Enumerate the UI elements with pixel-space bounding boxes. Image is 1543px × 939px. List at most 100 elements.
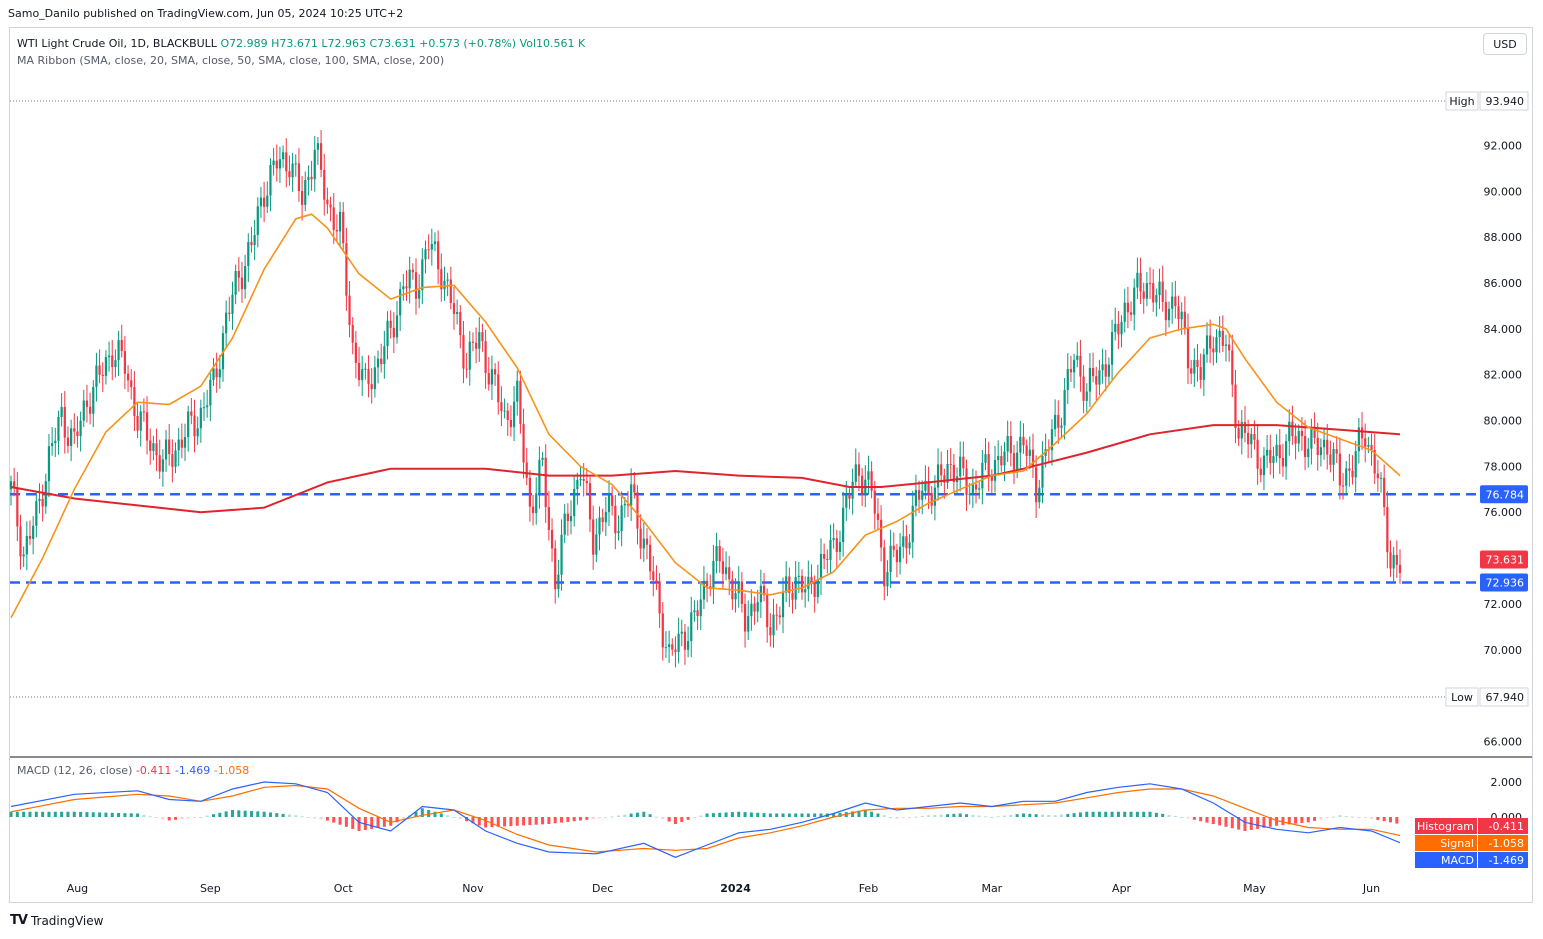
tradingview-logo-icon: TV — [10, 913, 28, 928]
candle-body — [838, 542, 842, 552]
candle-body — [962, 456, 965, 469]
histogram-bar — [522, 817, 526, 826]
candle-body — [927, 481, 930, 494]
candle-body — [1303, 436, 1307, 458]
candle-body — [519, 380, 522, 425]
macd-title: MACD (12, 26, close) — [17, 764, 133, 777]
histogram-bar — [895, 817, 899, 819]
candle-body — [1114, 323, 1117, 333]
candle-body — [215, 368, 218, 378]
histogram-bar — [376, 817, 380, 828]
candle-body — [1395, 554, 1398, 565]
candle-body — [1231, 350, 1234, 385]
candle-body — [16, 487, 19, 527]
histogram-bar — [806, 813, 810, 817]
histogram-bar — [908, 817, 912, 818]
x-tick-label: Jun — [1362, 882, 1380, 895]
histogram-bar — [686, 817, 690, 820]
candle-body — [579, 479, 582, 481]
candle-body — [506, 410, 509, 420]
histogram-bar — [123, 813, 127, 817]
histogram-bar — [414, 811, 418, 817]
candle-body — [304, 180, 307, 205]
candle-body — [1133, 287, 1136, 315]
candle-body — [557, 574, 560, 590]
candle-body — [1348, 468, 1351, 471]
candle-body — [870, 471, 873, 491]
macd-label-value-box — [1478, 852, 1528, 868]
candle-body — [620, 505, 623, 532]
histogram-bar — [1148, 811, 1152, 817]
candle-body — [9, 481, 13, 490]
candle-body — [111, 355, 114, 367]
candle-body — [218, 369, 221, 378]
candle-body — [174, 450, 177, 467]
high-value-box — [1479, 91, 1529, 111]
candle-body — [395, 315, 399, 338]
candle-body — [357, 362, 361, 381]
histogram-bar — [262, 811, 266, 817]
candle-body — [76, 431, 79, 437]
histogram-bar — [509, 817, 513, 827]
histogram-bar — [193, 817, 197, 818]
histogram-bar — [1028, 813, 1032, 817]
candle-body — [266, 195, 269, 207]
candle-body — [193, 415, 196, 437]
candle-body — [715, 546, 718, 561]
currency-button[interactable]: USD — [1483, 33, 1527, 55]
candle-body — [399, 289, 402, 316]
candle-body — [1386, 507, 1389, 553]
histogram-bar — [1110, 811, 1114, 817]
candle-body — [1360, 427, 1364, 439]
candle-body — [845, 494, 848, 508]
histogram-bar — [743, 812, 747, 817]
macd-legend-value-1: -0.411 — [135, 764, 172, 777]
candle-body — [1129, 312, 1133, 315]
candle-body — [946, 464, 949, 483]
histogram-bar — [984, 816, 988, 818]
x-tick-label: Feb — [859, 882, 878, 895]
tradingview-brand[interactable]: TV TradingView — [10, 913, 103, 928]
histogram-bar — [439, 813, 443, 817]
candle-body — [1300, 430, 1304, 437]
histogram-bar — [534, 817, 538, 825]
candle-body — [117, 340, 120, 361]
candle-body — [373, 367, 376, 389]
histogram-bar — [857, 810, 861, 817]
macd-legend[interactable]: MACD (12, 26, close) -0.411 -1.469 -1.05… — [17, 764, 249, 777]
candle-body — [664, 647, 668, 649]
candle-body — [747, 616, 750, 632]
ma-ribbon-label[interactable]: MA Ribbon (SMA, close, 20, SMA, close, 5… — [17, 54, 445, 67]
candle-body — [133, 387, 136, 416]
candle-body — [775, 614, 778, 616]
candle-body — [1209, 335, 1212, 349]
candle-body — [63, 406, 66, 438]
candle-body — [1171, 296, 1174, 309]
candle-body — [1367, 445, 1370, 447]
histogram-bar — [401, 817, 405, 819]
candle-body — [535, 493, 538, 514]
candle-body — [294, 163, 297, 165]
x-tick-label: Dec — [592, 882, 613, 895]
candle-body — [32, 525, 35, 539]
histogram-bar — [199, 817, 203, 818]
candle-body — [652, 571, 655, 581]
candle-body — [1038, 487, 1041, 503]
histogram-bar — [28, 811, 32, 817]
candle-body — [13, 481, 16, 488]
x-tick-label: Mar — [981, 882, 1002, 895]
candle-body — [1322, 439, 1326, 448]
histogram-bar — [819, 813, 823, 817]
candle-body — [857, 464, 861, 476]
histogram-bar — [718, 812, 722, 817]
candle-body — [677, 633, 680, 652]
histogram-bar — [965, 814, 969, 817]
histogram-bar — [705, 813, 709, 817]
candle-body — [25, 535, 28, 555]
histogram-bar — [1053, 815, 1057, 817]
histogram-bar — [1237, 817, 1241, 830]
histogram-bar — [787, 813, 791, 817]
candle-body — [911, 505, 914, 543]
candle-body — [1205, 335, 1209, 355]
